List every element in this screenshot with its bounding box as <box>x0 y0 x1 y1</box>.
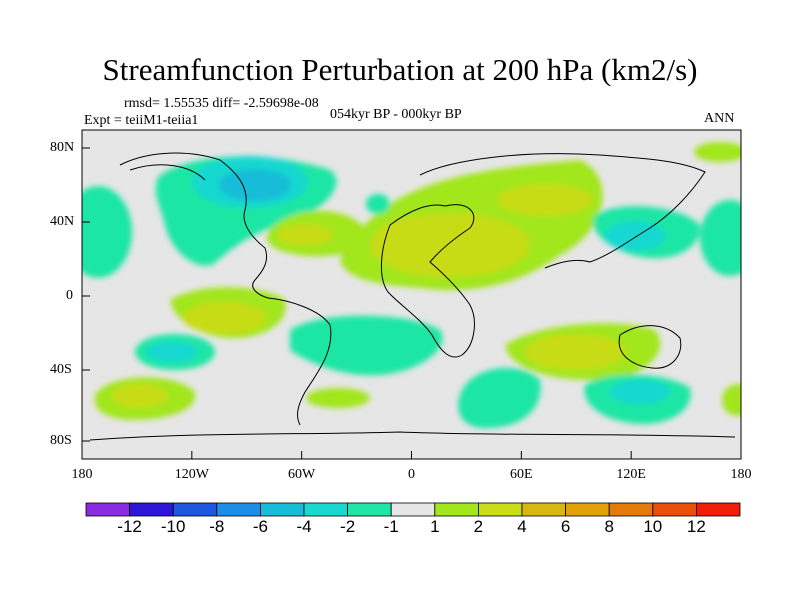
lat-tick-label: 40N <box>50 214 75 229</box>
coastline-north-america <box>119 152 269 299</box>
colorbar-label: -12 <box>117 517 142 536</box>
colorbar-swatch <box>85 502 130 517</box>
colorbar-label: 4 <box>517 517 527 536</box>
colorbar-swatch <box>129 502 174 517</box>
contour-region <box>370 213 530 277</box>
lon-tick-label: 120W <box>174 467 209 482</box>
colorbar-swatch <box>216 502 261 517</box>
lon-tick-label: 120E <box>616 467 646 482</box>
contour-region <box>82 186 132 278</box>
colorbar-label: -6 <box>252 517 268 536</box>
contour-region <box>306 388 370 408</box>
contour-region <box>700 200 741 276</box>
colorbar-swatch <box>259 502 305 517</box>
lat-tick-label: 80S <box>50 433 72 448</box>
contour-region <box>366 194 390 214</box>
colorbar-label: -10 <box>160 517 186 536</box>
colorbar-swatch <box>521 502 566 517</box>
period-label: 054kyr BP - 000kyr BP <box>330 107 462 122</box>
contour-region <box>183 302 267 334</box>
colorbar-swatch <box>303 502 348 517</box>
colorbar-label: -4 <box>296 517 312 536</box>
contour-region <box>722 384 741 416</box>
colorbar-swatch <box>434 502 479 517</box>
contour-region <box>694 142 741 162</box>
lon-tick-label: 180 <box>730 467 752 482</box>
lon-tick-label: 60E <box>510 467 533 482</box>
colorbar-label: -2 <box>340 517 356 536</box>
colorbar-swatch <box>172 502 218 517</box>
coastline-australia <box>618 325 682 369</box>
figure-title: Streamfunction Perturbation at 200 hPa (… <box>102 52 698 87</box>
contour-layer-2 <box>82 142 741 429</box>
season-label: ANN <box>704 111 735 126</box>
colorbar-label: -1 <box>383 517 399 536</box>
colorbar-label: 1 <box>430 517 440 536</box>
lat-tick-label: 40S <box>50 362 72 377</box>
colorbar <box>85 502 741 517</box>
colorbar-swatch <box>390 502 436 517</box>
contour-region <box>458 368 541 429</box>
coastlines <box>89 152 736 441</box>
coastline-eurasia <box>419 153 706 269</box>
contour-region <box>219 169 291 201</box>
contour-region <box>610 380 670 404</box>
experiment-label: Expt = teiiM1-teiia1 <box>84 113 199 128</box>
colorbar-swatch <box>652 502 697 517</box>
stats-label: rmsd= 1.55535 diff= -2.59698e-08 <box>124 96 319 111</box>
coastline-africa <box>380 204 475 358</box>
contour-region <box>525 334 625 370</box>
colorbar-label: 2 <box>473 517 484 536</box>
lat-tick-label: 0 <box>66 288 73 303</box>
colorbar-label: 8 <box>604 517 614 536</box>
colorbar-swatch <box>608 502 654 517</box>
contour-region <box>112 384 168 408</box>
lon-tick-label: 180 <box>71 467 93 482</box>
colorbar-label: 10 <box>643 517 663 536</box>
coastline-arctic <box>129 164 206 181</box>
coastline-south-america <box>267 297 332 426</box>
colorbar-label: 12 <box>686 517 706 536</box>
colorbar-swatch <box>347 502 392 517</box>
colorbar-swatch <box>696 502 741 517</box>
lon-tick-label: 0 <box>408 467 415 482</box>
colorbar-label: -8 <box>209 517 225 536</box>
lon-tick-label: 60W <box>288 467 316 482</box>
colorbar-label: 6 <box>560 517 571 536</box>
coastline-antarctica <box>89 431 736 441</box>
colorbar-swatch <box>477 502 523 517</box>
colorbar-swatch <box>565 502 610 517</box>
lat-tick-label: 80N <box>50 140 75 155</box>
contour-region <box>605 221 665 251</box>
contour-region <box>497 184 593 216</box>
contour-region <box>277 224 333 246</box>
contour-region <box>146 342 198 362</box>
contour-region <box>290 315 443 376</box>
